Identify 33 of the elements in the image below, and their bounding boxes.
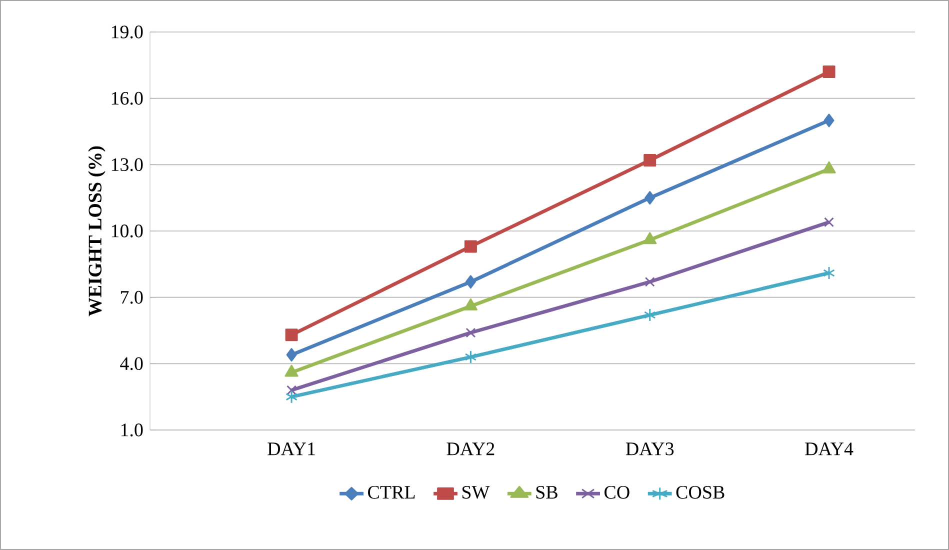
y-tick-label: 10.0 bbox=[112, 224, 143, 238]
point bbox=[286, 348, 297, 362]
y-axis-title: WEIGHT LOSS (%) bbox=[88, 146, 106, 316]
point bbox=[644, 308, 656, 322]
legend-label: SB bbox=[536, 486, 558, 499]
point bbox=[465, 275, 476, 289]
point bbox=[464, 240, 477, 253]
point bbox=[286, 390, 298, 404]
legend-label: SW bbox=[462, 486, 490, 499]
legend-label: CO bbox=[604, 486, 630, 499]
y-tick-label: 7.0 bbox=[120, 290, 143, 304]
y-tick-label: 4.0 bbox=[120, 357, 143, 370]
legend-label: COSB bbox=[676, 486, 724, 499]
y-tick-label: 1.0 bbox=[121, 424, 143, 436]
point bbox=[644, 276, 655, 287]
x-tick-label: DAY4 bbox=[805, 442, 854, 456]
point bbox=[464, 350, 477, 364]
point bbox=[285, 328, 298, 342]
point bbox=[466, 328, 476, 338]
point bbox=[822, 66, 836, 78]
x-tick-label: DAY1 bbox=[268, 442, 315, 456]
point bbox=[644, 191, 656, 205]
point bbox=[823, 266, 835, 280]
y-tick-label: 19.0 bbox=[112, 26, 143, 38]
point bbox=[824, 114, 834, 128]
point bbox=[644, 154, 656, 166]
point bbox=[824, 217, 834, 228]
point bbox=[286, 385, 297, 396]
y-tick-label: 16.0 bbox=[112, 92, 143, 105]
x-tick-label: DAY2 bbox=[446, 442, 494, 456]
x-tick-label: DAY3 bbox=[626, 442, 674, 456]
legend-label: CTRL bbox=[368, 486, 415, 499]
y-tick-label: 13.0 bbox=[112, 158, 143, 172]
